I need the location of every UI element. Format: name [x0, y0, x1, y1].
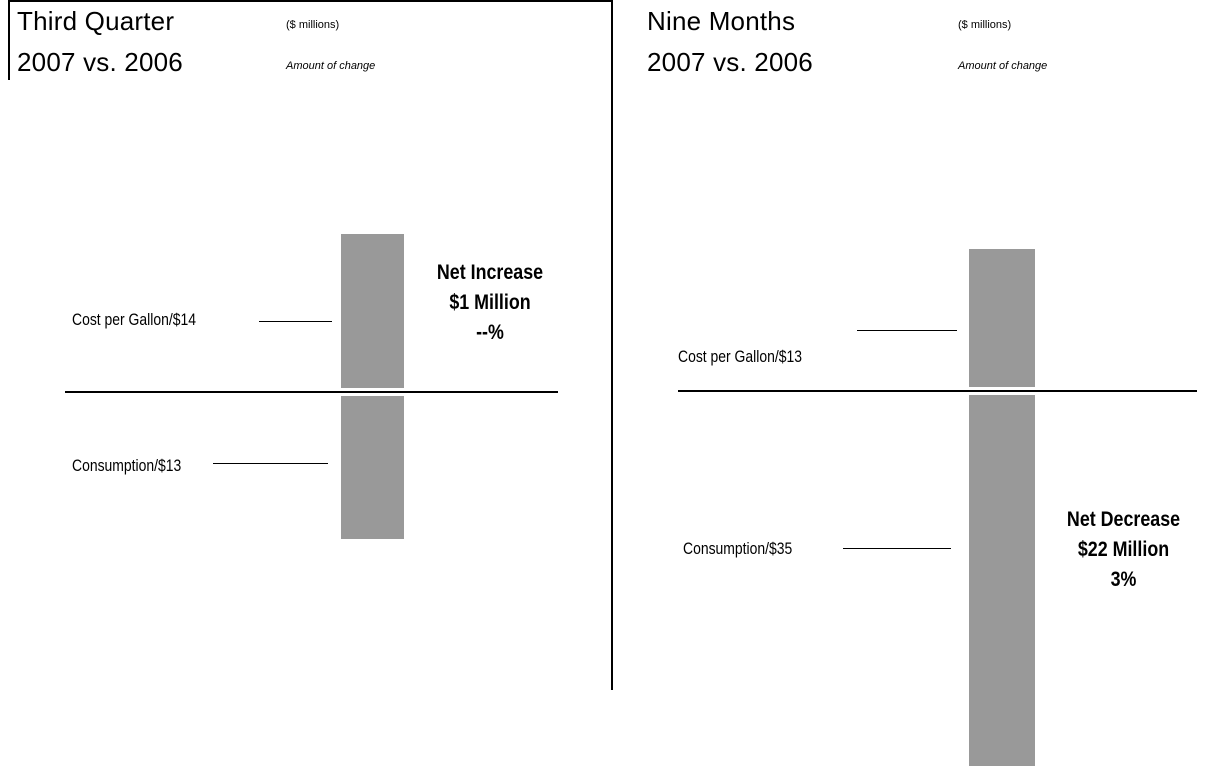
change-note: Amount of change: [286, 60, 376, 72]
bar-cost-per-gallon: [341, 234, 404, 388]
units-label: ($ millions): [958, 19, 1012, 31]
side-rule: [8, 0, 10, 80]
cost-per-gallon-label: Cost per Gallon/$13: [678, 347, 802, 366]
consumption-label: Consumption/$35: [683, 539, 793, 558]
consumption-label: Consumption/$13: [72, 456, 182, 475]
cost-per-gallon-label: Cost per Gallon/$14: [72, 310, 196, 329]
net-change-heading: Net Decrease: [1066, 508, 1181, 531]
chart-title-line2: 2007 vs. 2006: [17, 47, 183, 77]
net-change-percent: 3%: [1110, 568, 1137, 591]
units-label: ($ millions): [286, 19, 340, 31]
consumption-leader-line: [843, 548, 951, 549]
change-note: Amount of change: [958, 60, 1048, 72]
top-rule: [8, 0, 612, 2]
cost-leader-line: [259, 321, 332, 322]
net-change-heading: Net Increase: [436, 261, 544, 284]
net-change-amount: $22 Million: [1077, 538, 1170, 561]
net-change-amount: $1 Million: [449, 291, 531, 314]
bar-cost-per-gallon: [969, 249, 1035, 387]
net-change-box: Net Decrease $22 Million 3%: [1053, 505, 1193, 595]
panel-nine-months: Nine Months 2007 vs. 2006 ($ millions) A…: [613, 0, 1220, 766]
consumption-leader-line: [213, 463, 328, 464]
chart-title-line1: Nine Months: [647, 6, 796, 36]
net-change-percent: --%: [476, 321, 504, 344]
zero-axis: [678, 390, 1197, 392]
panel-third-quarter: Third Quarter 2007 vs. 2006 ($ millions)…: [0, 0, 612, 690]
bar-consumption: [341, 396, 404, 539]
panel-divider: [611, 0, 613, 690]
bar-consumption: [969, 395, 1035, 766]
zero-axis: [65, 391, 558, 393]
cost-leader-line: [857, 330, 957, 331]
net-change-box: Net Increase $1 Million --%: [422, 258, 558, 348]
chart-title-line2: 2007 vs. 2006: [647, 47, 813, 77]
chart-title-line1: Third Quarter: [17, 6, 175, 36]
